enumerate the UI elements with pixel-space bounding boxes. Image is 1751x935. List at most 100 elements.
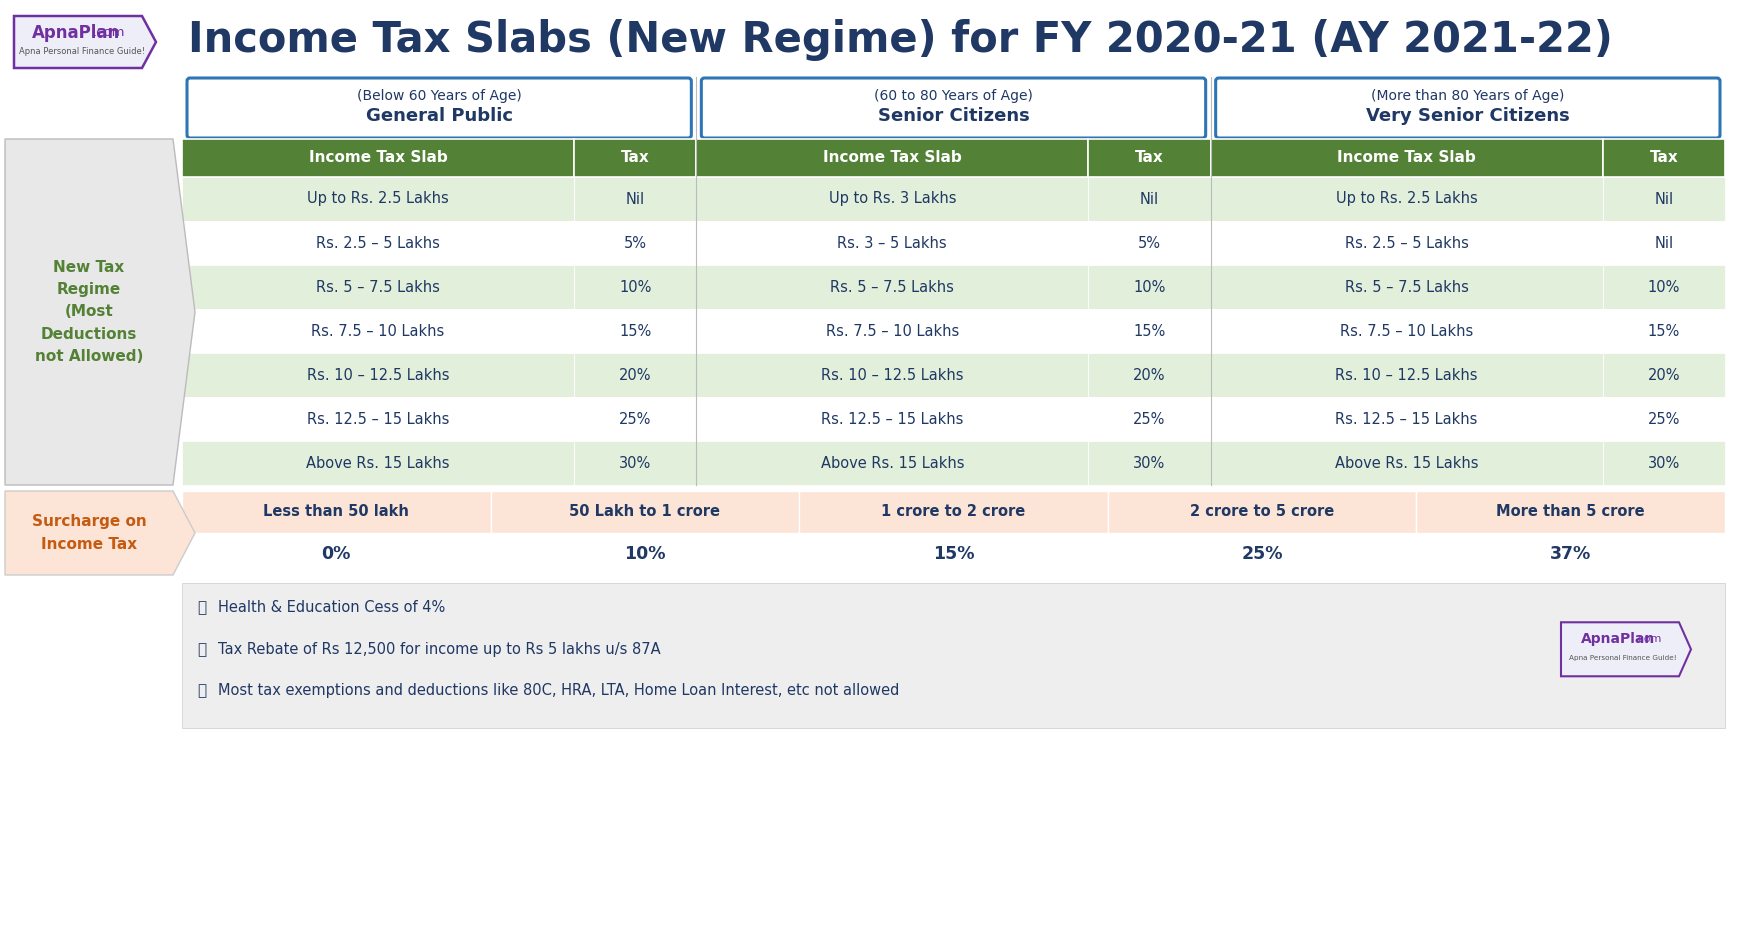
Text: .com: .com bbox=[93, 26, 126, 39]
FancyBboxPatch shape bbox=[187, 78, 692, 138]
Bar bbox=[182, 533, 490, 575]
Text: Nil: Nil bbox=[1140, 192, 1159, 207]
Bar bbox=[697, 397, 1089, 441]
Text: 15%: 15% bbox=[620, 324, 651, 338]
Bar bbox=[1210, 309, 1602, 353]
Bar bbox=[1108, 491, 1417, 533]
Text: Rs. 7.5 – 10 Lakhs: Rs. 7.5 – 10 Lakhs bbox=[312, 324, 445, 338]
Bar bbox=[1210, 265, 1602, 309]
Text: ApnaPlan: ApnaPlan bbox=[1581, 632, 1655, 646]
Bar bbox=[1210, 177, 1602, 221]
Text: ⮧: ⮧ bbox=[198, 641, 207, 656]
Text: 25%: 25% bbox=[1648, 411, 1679, 426]
Text: Most tax exemptions and deductions like 80C, HRA, LTA, Home Loan Interest, etc n: Most tax exemptions and deductions like … bbox=[219, 683, 900, 698]
Bar bbox=[182, 441, 574, 485]
Text: Very Senior Citizens: Very Senior Citizens bbox=[1366, 107, 1569, 125]
Text: ApnaPlan: ApnaPlan bbox=[32, 24, 121, 42]
Text: More than 5 crore: More than 5 crore bbox=[1497, 505, 1644, 520]
Text: (Below 60 Years of Age): (Below 60 Years of Age) bbox=[357, 89, 522, 103]
Text: Health & Education Cess of 4%: Health & Education Cess of 4% bbox=[219, 600, 445, 615]
Text: 2 crore to 5 crore: 2 crore to 5 crore bbox=[1191, 505, 1334, 520]
Text: New Tax
Regime
(Most
Deductions
not Allowed): New Tax Regime (Most Deductions not Allo… bbox=[35, 260, 144, 364]
Text: 25%: 25% bbox=[1133, 411, 1166, 426]
Text: (More than 80 Years of Age): (More than 80 Years of Age) bbox=[1371, 89, 1565, 103]
Text: Rs. 12.5 – 15 Lakhs: Rs. 12.5 – 15 Lakhs bbox=[306, 411, 450, 426]
Text: Rs. 3 – 5 Lakhs: Rs. 3 – 5 Lakhs bbox=[837, 236, 947, 251]
Text: Rs. 10 – 12.5 Lakhs: Rs. 10 – 12.5 Lakhs bbox=[306, 367, 450, 382]
Bar bbox=[182, 139, 574, 177]
Text: 50 Lakh to 1 crore: 50 Lakh to 1 crore bbox=[569, 505, 720, 520]
Text: Up to Rs. 3 Lakhs: Up to Rs. 3 Lakhs bbox=[828, 192, 956, 207]
Bar bbox=[697, 441, 1089, 485]
Text: Rs. 2.5 – 5 Lakhs: Rs. 2.5 – 5 Lakhs bbox=[315, 236, 440, 251]
Bar bbox=[574, 353, 697, 397]
Bar bbox=[1602, 139, 1725, 177]
FancyBboxPatch shape bbox=[702, 78, 1206, 138]
Bar bbox=[697, 221, 1089, 265]
Text: Apna Personal Finance Guide!: Apna Personal Finance Guide! bbox=[19, 48, 145, 56]
Text: Nil: Nil bbox=[625, 192, 644, 207]
Bar bbox=[697, 309, 1089, 353]
Text: 37%: 37% bbox=[1550, 545, 1592, 563]
Bar bbox=[697, 177, 1089, 221]
Bar bbox=[1602, 309, 1725, 353]
Bar bbox=[1089, 397, 1210, 441]
Bar bbox=[1602, 353, 1725, 397]
Text: Rs. 5 – 7.5 Lakhs: Rs. 5 – 7.5 Lakhs bbox=[830, 280, 954, 295]
Text: Tax: Tax bbox=[622, 151, 650, 165]
Text: Income Tax Slab: Income Tax Slab bbox=[1338, 151, 1476, 165]
Text: Income Tax Slab: Income Tax Slab bbox=[823, 151, 961, 165]
Text: 0%: 0% bbox=[322, 545, 350, 563]
Text: 20%: 20% bbox=[1133, 367, 1166, 382]
Text: 1 crore to 2 crore: 1 crore to 2 crore bbox=[881, 505, 1026, 520]
Bar bbox=[798, 533, 1108, 575]
Text: 10%: 10% bbox=[1648, 280, 1679, 295]
Polygon shape bbox=[5, 491, 194, 575]
Text: ⮧: ⮧ bbox=[198, 600, 207, 615]
Bar bbox=[490, 491, 798, 533]
Bar bbox=[574, 309, 697, 353]
Text: Up to Rs. 2.5 Lakhs: Up to Rs. 2.5 Lakhs bbox=[306, 192, 448, 207]
Bar bbox=[1089, 139, 1210, 177]
Text: 15%: 15% bbox=[933, 545, 974, 563]
Bar bbox=[182, 177, 574, 221]
Text: 15%: 15% bbox=[1648, 324, 1679, 338]
Bar bbox=[1089, 309, 1210, 353]
Bar bbox=[1602, 265, 1725, 309]
Text: .com: .com bbox=[1634, 634, 1662, 644]
Bar bbox=[1602, 221, 1725, 265]
Text: Less than 50 lakh: Less than 50 lakh bbox=[263, 505, 410, 520]
Bar bbox=[1210, 139, 1602, 177]
Text: 10%: 10% bbox=[623, 545, 665, 563]
Bar bbox=[182, 221, 574, 265]
Text: Nil: Nil bbox=[1655, 236, 1674, 251]
Text: Above Rs. 15 Lakhs: Above Rs. 15 Lakhs bbox=[1334, 455, 1478, 470]
Bar bbox=[1089, 177, 1210, 221]
Bar bbox=[182, 309, 574, 353]
Bar bbox=[1089, 353, 1210, 397]
Bar bbox=[1089, 221, 1210, 265]
Bar bbox=[182, 491, 490, 533]
Bar bbox=[1089, 441, 1210, 485]
Text: 30%: 30% bbox=[1648, 455, 1679, 470]
Bar bbox=[697, 139, 1089, 177]
Bar bbox=[182, 397, 574, 441]
Text: 25%: 25% bbox=[618, 411, 651, 426]
Bar bbox=[574, 177, 697, 221]
Text: Rs. 10 – 12.5 Lakhs: Rs. 10 – 12.5 Lakhs bbox=[821, 367, 963, 382]
Text: Rs. 10 – 12.5 Lakhs: Rs. 10 – 12.5 Lakhs bbox=[1336, 367, 1478, 382]
Bar bbox=[1602, 177, 1725, 221]
Text: 10%: 10% bbox=[1133, 280, 1166, 295]
Bar bbox=[1210, 353, 1602, 397]
Bar bbox=[1210, 441, 1602, 485]
Text: 15%: 15% bbox=[1133, 324, 1166, 338]
Text: 30%: 30% bbox=[620, 455, 651, 470]
Bar bbox=[1417, 491, 1725, 533]
Polygon shape bbox=[5, 139, 194, 485]
Bar bbox=[574, 441, 697, 485]
Text: Above Rs. 15 Lakhs: Above Rs. 15 Lakhs bbox=[306, 455, 450, 470]
Text: 30%: 30% bbox=[1133, 455, 1166, 470]
Text: General Public: General Public bbox=[366, 107, 513, 125]
Bar bbox=[697, 265, 1089, 309]
Text: Above Rs. 15 Lakhs: Above Rs. 15 Lakhs bbox=[821, 455, 965, 470]
